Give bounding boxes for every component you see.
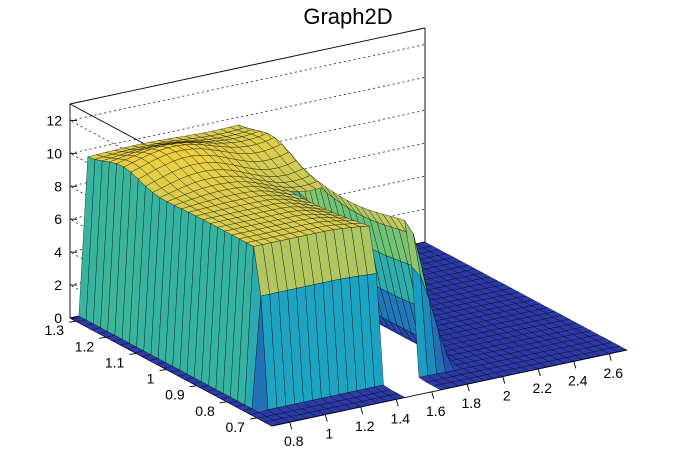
x-axis-tick-label: 2 xyxy=(503,388,511,404)
x-axis-tick xyxy=(466,384,470,392)
axis-box-edge xyxy=(69,27,426,105)
z-axis-tick-label: 12 xyxy=(46,112,62,128)
y-axis-tick-label: 0.9 xyxy=(165,387,185,403)
z-axis-tick-label: 0 xyxy=(54,310,62,326)
z-axis-tick-label: 2 xyxy=(54,277,62,293)
x-axis-tick-label: 1 xyxy=(325,426,333,442)
z-gridline-left-wall xyxy=(69,120,273,229)
y-axis-tick-label: 1.1 xyxy=(105,354,125,370)
z-axis-tick-label: 10 xyxy=(46,145,62,161)
y-axis-tick-label: 1 xyxy=(147,371,155,387)
x-axis-tick-label: 1.6 xyxy=(426,403,446,419)
y-axis-tick-label: 1.2 xyxy=(75,338,95,354)
x-axis-tick-label: 1.2 xyxy=(355,418,375,434)
chart-title: Graph2D xyxy=(303,4,392,29)
surface-plot xyxy=(69,124,628,427)
y-axis-tick xyxy=(129,353,137,355)
x-axis-tick-label: 1.8 xyxy=(462,395,482,411)
y-axis-tick-label: 0.8 xyxy=(195,403,215,419)
z-axis-tick-label: 6 xyxy=(54,211,62,227)
x-axis-tick-label: 2.4 xyxy=(568,372,588,388)
y-axis-tick xyxy=(189,385,197,388)
x-axis-tick xyxy=(360,406,364,415)
x-axis-tick-label: 2.6 xyxy=(604,365,624,381)
x-axis-line xyxy=(271,349,628,427)
y-axis-tick-label: 1.3 xyxy=(45,322,65,338)
x-axis-tick-label: 0.8 xyxy=(284,433,304,449)
y-axis-tick xyxy=(219,401,227,404)
x-axis-tick xyxy=(289,422,293,430)
x-axis-tick xyxy=(395,399,399,407)
x-axis-tick-label: 2.2 xyxy=(533,380,553,396)
z-axis-tick-label: 4 xyxy=(54,244,62,260)
z-gridline-back-wall xyxy=(69,44,426,121)
y-axis-tick xyxy=(99,336,107,339)
y-axis-tick-label: 0.7 xyxy=(225,419,245,435)
axes: 0 2 4 6 8 10 12 0.8 1 1.2 1.4 1.6 1.8 2 2.2 2.4 2.6 0.7 0.… xyxy=(45,112,628,449)
x-axis-tick xyxy=(608,353,612,361)
x-axis-tick xyxy=(431,391,435,399)
x-axis-tick-label: 1.4 xyxy=(391,410,411,426)
x-axis-tick xyxy=(324,414,328,422)
y-axis-tick xyxy=(249,417,257,420)
x-axis-tick xyxy=(573,361,577,369)
y-axis-tick xyxy=(159,369,167,372)
z-axis-tick-label: 8 xyxy=(54,178,62,194)
x-axis-tick xyxy=(502,376,506,384)
y-axis-tick xyxy=(68,320,77,323)
z-gridline-back-wall xyxy=(69,77,426,154)
x-axis-tick xyxy=(537,368,541,377)
